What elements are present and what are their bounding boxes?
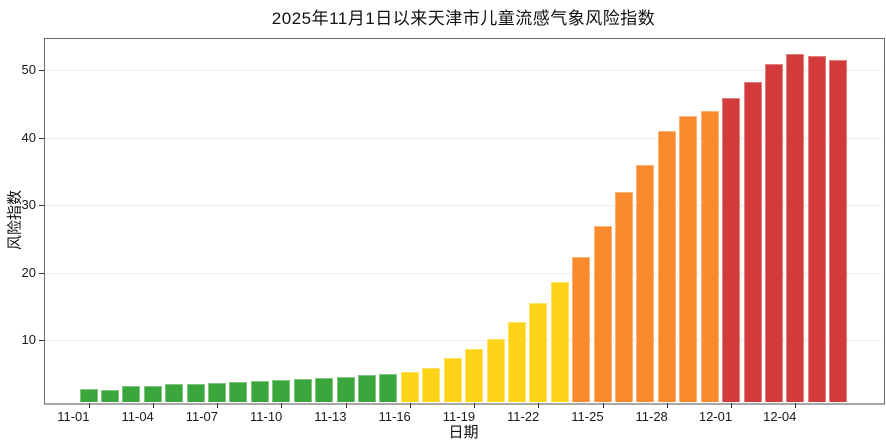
chart-bar	[657, 131, 676, 402]
y-tick-mark	[39, 205, 44, 207]
x-tick-label: 11-28	[635, 409, 668, 424]
chart-bar	[250, 381, 269, 402]
x-tick-label: 11-25	[571, 409, 604, 424]
chart-bar	[722, 97, 741, 402]
gridline	[45, 272, 882, 274]
x-tick-label: 11-04	[121, 409, 154, 424]
y-tick-label: 30	[21, 197, 36, 213]
y-tick-mark	[39, 272, 44, 274]
chart-bar	[422, 368, 441, 402]
chart-bar	[615, 192, 633, 402]
chart-bar	[400, 371, 419, 402]
x-tick-label: 11-07	[185, 409, 218, 424]
x-tick-label: 12-01	[698, 409, 733, 424]
chart-bar	[272, 379, 291, 402]
chart-bar	[143, 385, 162, 402]
chart-bar	[700, 111, 719, 402]
y-tick-label: 20	[21, 264, 36, 280]
chart-bar	[229, 381, 248, 402]
chart-bar	[293, 379, 312, 402]
chart-bar	[807, 56, 826, 402]
chart-bar	[315, 378, 334, 402]
chart-bar	[786, 53, 805, 402]
chart-bar	[829, 59, 848, 402]
x-tick-mark	[474, 403, 476, 408]
chart-bar	[336, 377, 355, 402]
x-tick-label: 11-10	[250, 409, 283, 424]
x-tick-label: 11-16	[378, 409, 411, 424]
y-tick-label: 50	[21, 61, 36, 77]
x-tick-mark	[409, 403, 411, 408]
y-tick-mark	[39, 340, 44, 342]
x-tick-mark	[795, 403, 797, 408]
y-tick-mark	[39, 137, 44, 139]
chart-bar	[208, 383, 226, 402]
chart-bar	[679, 115, 698, 402]
gridline	[45, 340, 882, 342]
chart-bar	[743, 82, 762, 402]
x-tick-mark	[281, 403, 283, 408]
x-axis-label: 日期	[448, 424, 479, 440]
x-tick-mark	[217, 403, 218, 408]
chart-bar	[443, 358, 462, 402]
chart-bar	[100, 389, 119, 402]
x-tick-label: 12-04	[763, 409, 797, 424]
y-tick-label: 40	[21, 129, 36, 145]
chart-bar	[529, 303, 548, 402]
chart-bar	[79, 389, 98, 402]
y-tick-mark	[39, 69, 44, 71]
x-tick-label: 11-19	[442, 409, 476, 424]
x-tick-mark	[538, 403, 540, 408]
chart-title: 2025年11月1日以来天津市儿童流感气象风险指数	[271, 9, 656, 28]
chart-bar	[507, 321, 526, 402]
x-tick-mark	[666, 403, 668, 408]
chart-bar	[764, 64, 783, 402]
gridline	[45, 137, 882, 139]
chart-bar	[550, 282, 569, 402]
x-tick-mark	[88, 403, 90, 408]
chart-bar	[572, 257, 591, 402]
gridline	[45, 205, 882, 207]
chart-bar	[165, 384, 184, 402]
chart-bar	[486, 339, 505, 402]
chart-bar	[186, 384, 205, 402]
x-tick-label: 11-13	[314, 409, 347, 424]
chart-bar	[636, 165, 655, 402]
x-tick-label: 11-01	[57, 409, 90, 424]
x-tick-mark	[602, 403, 604, 408]
chart-bar	[593, 226, 612, 402]
x-tick-mark	[731, 403, 733, 408]
x-tick-label: 11-22	[507, 409, 540, 424]
x-tick-mark	[152, 403, 154, 408]
chart-bar	[358, 374, 376, 402]
y-tick-label: 10	[21, 332, 36, 348]
chart-bar	[122, 386, 141, 402]
x-tick-mark	[345, 403, 347, 408]
gridline	[45, 69, 882, 71]
chart-bar	[379, 373, 398, 402]
chart-bar	[465, 349, 484, 402]
